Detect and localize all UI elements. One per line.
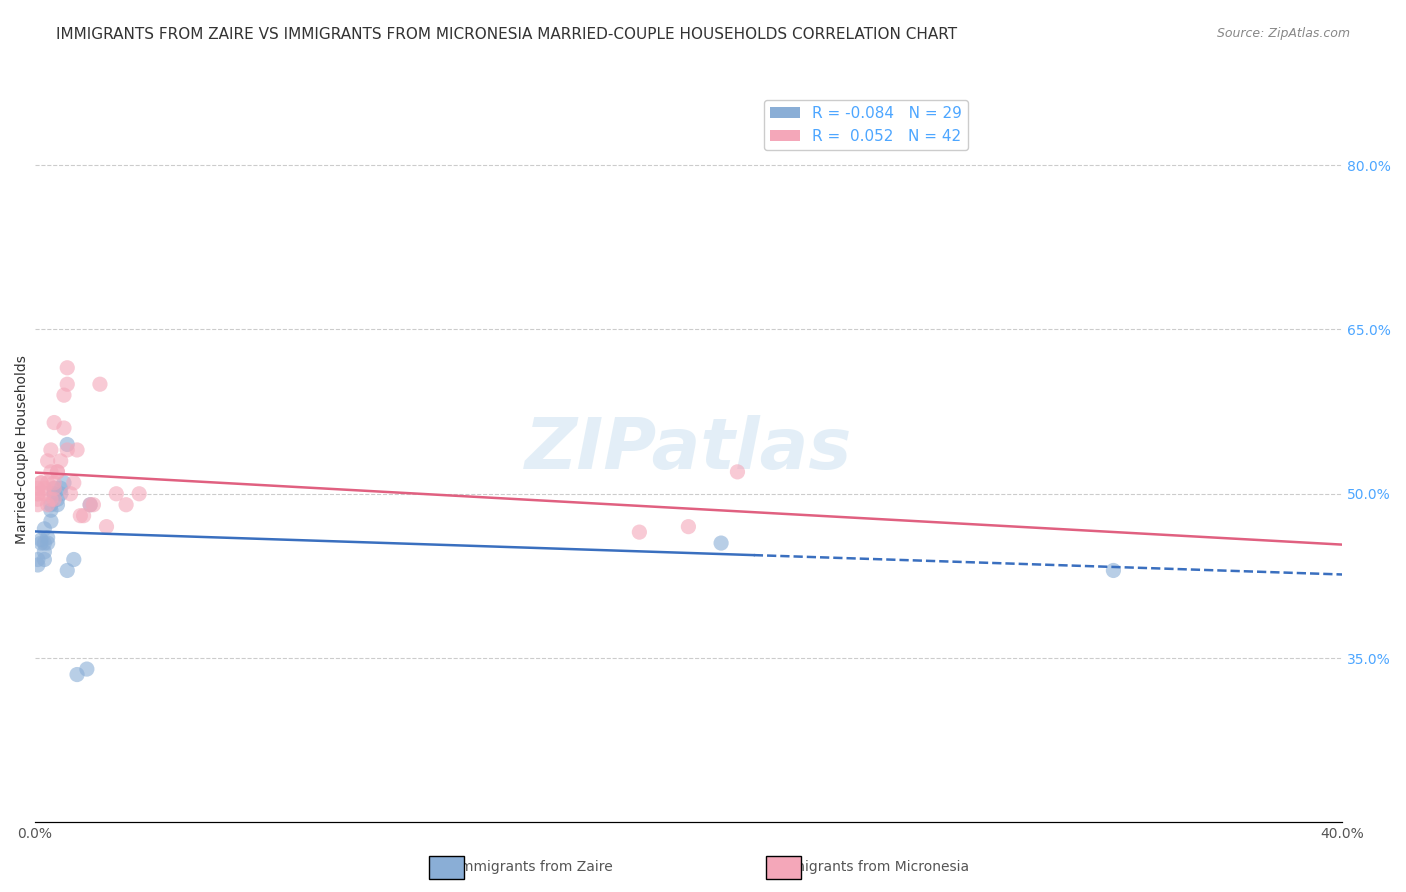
Point <box>44 481 66 495</box>
Point <box>96 519 118 533</box>
Point <box>44 475 66 490</box>
Point <box>46 498 69 512</box>
Text: ZIPatlas: ZIPatlas <box>524 416 852 484</box>
Point <box>72 508 94 523</box>
Point <box>44 487 66 501</box>
Point <box>62 552 84 566</box>
Point <box>39 514 62 528</box>
Point <box>128 487 150 501</box>
Point <box>79 498 101 512</box>
Point <box>30 475 52 490</box>
Text: Immigrants from Micronesia: Immigrants from Micronesia <box>775 860 969 874</box>
Point <box>49 454 72 468</box>
Text: IMMIGRANTS FROM ZAIRE VS IMMIGRANTS FROM MICRONESIA MARRIED-COUPLE HOUSEHOLDS CO: IMMIGRANTS FROM ZAIRE VS IMMIGRANTS FROM… <box>56 27 957 42</box>
Point <box>27 487 49 501</box>
Point <box>49 487 72 501</box>
Point <box>39 442 62 457</box>
Point <box>34 552 56 566</box>
Point <box>34 487 56 501</box>
Point <box>27 492 49 507</box>
Point <box>89 377 111 392</box>
Point <box>30 536 52 550</box>
Point <box>49 481 72 495</box>
Point <box>53 388 76 402</box>
Point <box>727 465 749 479</box>
Point <box>37 475 59 490</box>
Point <box>27 487 49 501</box>
Point <box>79 498 101 512</box>
Point <box>37 536 59 550</box>
Point <box>710 536 733 550</box>
Point <box>82 498 104 512</box>
Point <box>44 481 66 495</box>
Point <box>39 492 62 507</box>
Legend: R = -0.084   N = 29, R =  0.052   N = 42: R = -0.084 N = 29, R = 0.052 N = 42 <box>763 100 969 150</box>
Point <box>53 421 76 435</box>
Point <box>59 487 82 501</box>
Point <box>30 533 52 547</box>
Point <box>62 475 84 490</box>
Point <box>76 662 98 676</box>
Point <box>1102 564 1125 578</box>
Y-axis label: Married-couple Households: Married-couple Households <box>15 356 30 544</box>
Point <box>44 416 66 430</box>
Point <box>27 498 49 512</box>
Point <box>66 667 89 681</box>
Point <box>34 522 56 536</box>
Point <box>30 475 52 490</box>
Point <box>678 519 700 533</box>
Point <box>46 465 69 479</box>
Point <box>34 481 56 495</box>
Point <box>115 498 138 512</box>
Text: Immigrants from Zaire: Immigrants from Zaire <box>456 860 613 874</box>
Point <box>37 498 59 512</box>
Point <box>56 377 79 392</box>
Point <box>44 492 66 507</box>
Point <box>34 545 56 559</box>
Text: Source: ZipAtlas.com: Source: ZipAtlas.com <box>1216 27 1350 40</box>
Point <box>46 492 69 507</box>
Point <box>37 454 59 468</box>
Point <box>53 475 76 490</box>
Point <box>628 525 651 540</box>
Point <box>56 437 79 451</box>
Point <box>39 498 62 512</box>
Point <box>56 442 79 457</box>
Point <box>46 465 69 479</box>
Point <box>37 531 59 545</box>
Point <box>105 487 128 501</box>
Point <box>39 503 62 517</box>
Point <box>69 508 91 523</box>
Point <box>39 465 62 479</box>
Point <box>56 564 79 578</box>
Point <box>34 536 56 550</box>
Point <box>56 360 79 375</box>
Point <box>66 442 89 457</box>
Point <box>27 558 49 572</box>
Point <box>44 487 66 501</box>
Point <box>27 481 49 495</box>
Point <box>27 552 49 566</box>
